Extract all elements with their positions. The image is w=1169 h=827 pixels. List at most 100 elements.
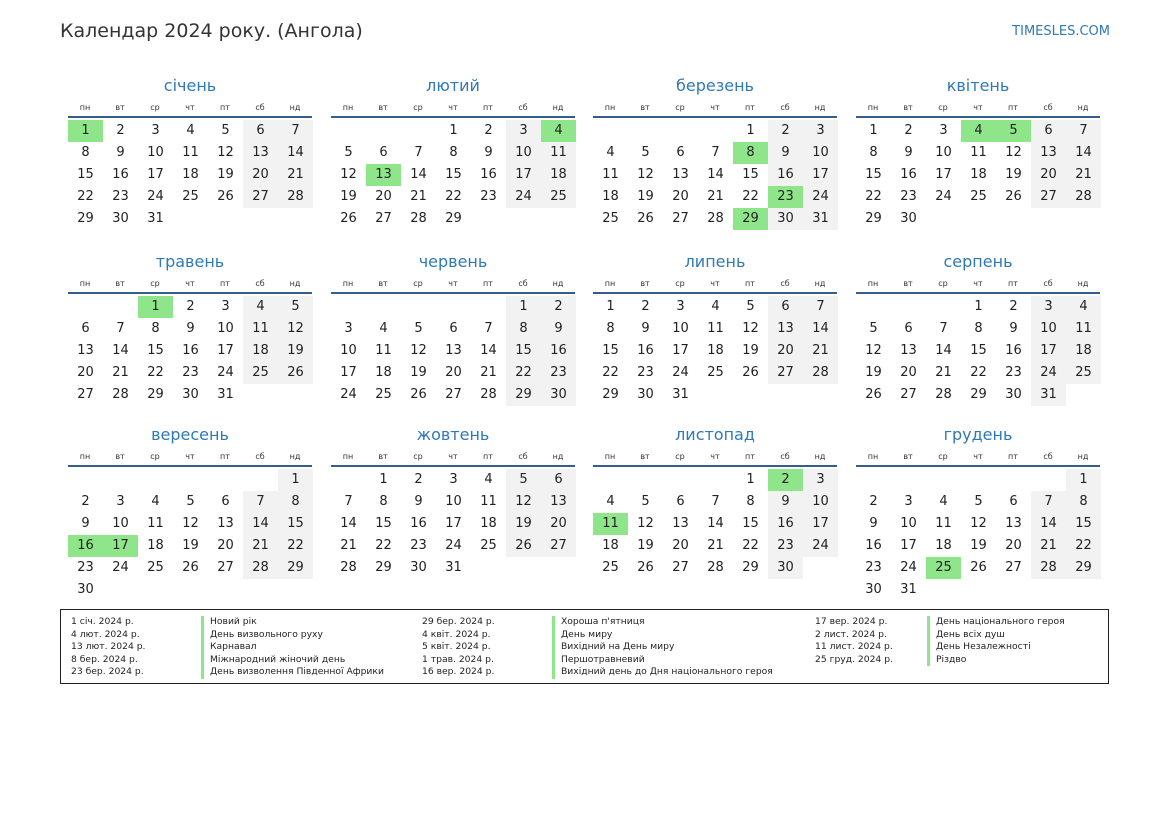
day-cell: 11 [1066, 318, 1101, 340]
weekday-header: пн вт ср чт пт сб нд [331, 103, 575, 113]
day-cell: 20 [768, 340, 803, 362]
day-cell: 10 [147, 145, 164, 160]
weekday-label: нд [552, 452, 564, 461]
day-cell: 29 [506, 384, 541, 406]
holiday-name: Першотравневий [552, 653, 645, 667]
day-cell: 20 [77, 365, 94, 380]
weekday-label: пт [220, 279, 230, 288]
day-cell: 20 [445, 365, 462, 380]
holiday-day-cell: 25 [926, 557, 961, 579]
day-cell: 16 [480, 167, 497, 182]
day-cell: 16 [112, 167, 129, 182]
day-cell: 21 [1066, 164, 1101, 186]
day-cell: 8 [278, 491, 313, 513]
day-cell: 25 [243, 362, 278, 384]
page-title: Календар 2024 року. (Ангола) [60, 20, 363, 42]
weekday-label: ср [675, 103, 685, 112]
day-cell: 23 [182, 365, 199, 380]
day-cell: 3 [803, 469, 838, 491]
day-cell: 23 [541, 362, 576, 384]
day-cell: 30 [865, 582, 882, 597]
day-cell: 15 [506, 340, 541, 362]
day-cell: 31 [803, 208, 838, 230]
day-cell: 18 [375, 365, 392, 380]
day-cell: 8 [151, 321, 160, 336]
weekday-label: сб [1043, 103, 1053, 112]
day-cell: 21 [803, 340, 838, 362]
weekday-label: сб [255, 279, 265, 288]
weekday-label: пт [220, 452, 230, 461]
day-cell: 19 [865, 365, 882, 380]
day-cell: 20 [1005, 538, 1022, 553]
day-cell: 10 [445, 494, 462, 509]
day-cell: 18 [147, 538, 164, 553]
day-cell: 15 [1066, 513, 1101, 535]
day-cell: 14 [480, 343, 497, 358]
holiday-date: 17 вер. 2024 р. [815, 616, 888, 627]
day-cell: 17 [935, 167, 952, 182]
day-cell: 11 [243, 318, 278, 340]
day-cell: 29 [742, 560, 759, 575]
day-cell: 14 [1031, 513, 1066, 535]
day-cell: 4 [484, 472, 493, 487]
day-cell: 25 [182, 189, 199, 204]
day-cell: 17 [803, 164, 838, 186]
holiday-day-cell: 16 [68, 535, 103, 557]
day-cell: 30 [768, 208, 803, 230]
day-cell: 4 [939, 494, 948, 509]
day-cell: 25 [602, 211, 619, 226]
day-cell: 6 [379, 145, 388, 160]
day-cell: 28 [707, 211, 724, 226]
day-cell: 24 [217, 365, 234, 380]
day-cell: 31 [1031, 384, 1066, 406]
weekday-label: пн [867, 279, 879, 288]
day-cell: 29 [865, 211, 882, 226]
weekday-label: сб [518, 279, 528, 288]
day-cell: 5 [641, 494, 650, 509]
day-cell: 24 [112, 560, 129, 575]
holiday-date: 16 вер. 2024 р. [422, 666, 495, 678]
day-cell: 5 [641, 145, 650, 160]
day-cell: 1 [974, 299, 983, 314]
weekday-header: пн вт ср чт пт сб нд [593, 452, 837, 462]
day-cell: 14 [243, 513, 278, 535]
weekday-label: пн [79, 452, 91, 461]
day-cell: 13 [445, 343, 462, 358]
weekday-label: пт [1008, 452, 1018, 461]
holiday-name: Вихідний день до Дня національного героя [552, 666, 773, 679]
day-cell: 22 [742, 189, 759, 204]
holiday-date: 4 лют. 2024 р. [71, 628, 140, 640]
day-cell: 28 [112, 387, 129, 402]
day-cell: 17 [506, 164, 541, 186]
day-cell: 11 [375, 343, 392, 358]
weekday-label: ср [938, 452, 948, 461]
day-cell: 19 [637, 538, 654, 553]
day-cell: 8 [606, 321, 615, 336]
day-cell: 19 [182, 538, 199, 553]
day-cell: 16 [768, 513, 803, 535]
holiday-day-cell: 8 [733, 142, 768, 164]
weekday-label: пт [1008, 279, 1018, 288]
day-cell: 30 [1005, 387, 1022, 402]
day-cell: 2 [81, 494, 90, 509]
month-11: листопад пн вт ср чт пт сб нд 1 2 3 4 5 6 7 8 9 10 11 12 13 1… [593, 425, 838, 605]
day-cell: 21 [278, 164, 313, 186]
day-cell: 8 [869, 145, 878, 160]
day-cell: 27 [672, 211, 689, 226]
day-cell: 16 [1005, 343, 1022, 358]
weekday-label: чт [185, 452, 195, 461]
day-cell: 27 [1005, 560, 1022, 575]
site-logo-text[interactable]: TIMESLES.COM [1012, 24, 1110, 39]
day-cell: 12 [637, 167, 654, 182]
month-divider [593, 116, 837, 118]
holiday-name: День визвольного руху [201, 628, 323, 642]
day-cell: 1 [278, 469, 313, 491]
weekday-label: нд [552, 103, 564, 112]
day-cell: 7 [803, 296, 838, 318]
day-cell: 2 [541, 296, 576, 318]
holiday-date: 11 лист. 2024 р. [815, 641, 893, 653]
day-cell: 29 [970, 387, 987, 402]
day-cell: 22 [1066, 535, 1101, 557]
day-cell: 8 [974, 321, 983, 336]
day-cell: 26 [410, 387, 427, 402]
